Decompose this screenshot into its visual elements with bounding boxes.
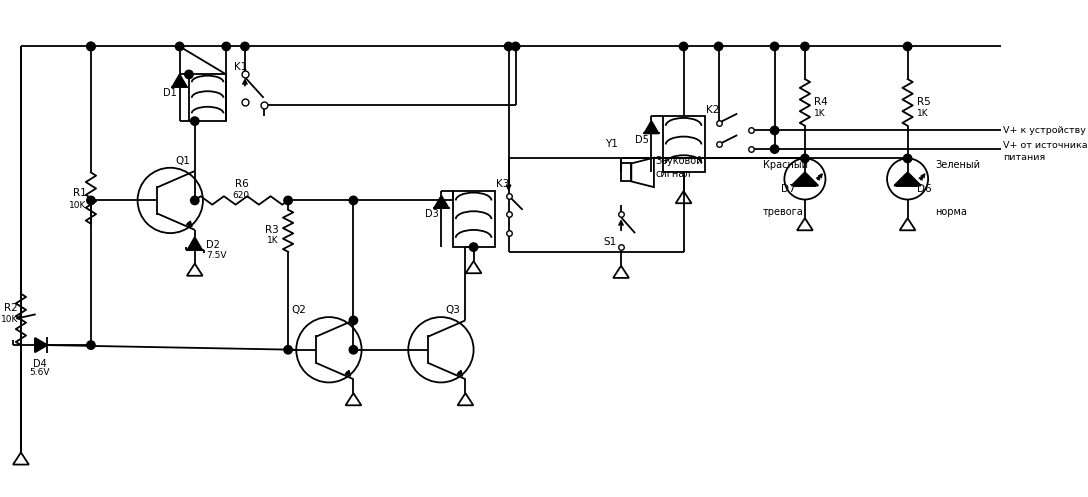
Text: Q2: Q2 [292, 305, 307, 315]
Text: V+ к устройству: V+ к устройству [1003, 126, 1086, 135]
Text: D4: D4 [33, 359, 47, 369]
Text: D6: D6 [917, 183, 931, 194]
Circle shape [715, 42, 722, 51]
Text: Q1: Q1 [175, 156, 189, 166]
Circle shape [190, 196, 199, 205]
Circle shape [87, 42, 95, 51]
Circle shape [87, 341, 95, 349]
Circle shape [679, 42, 688, 51]
Circle shape [284, 345, 293, 354]
Text: 5.6V: 5.6V [29, 368, 50, 377]
Polygon shape [172, 75, 187, 87]
Circle shape [87, 196, 95, 205]
Bar [621, 164, 631, 181]
Text: питания: питания [1003, 153, 1046, 162]
Bar [189, 75, 226, 121]
Polygon shape [792, 172, 818, 186]
Circle shape [175, 42, 184, 51]
Polygon shape [434, 196, 448, 208]
Text: K1: K1 [234, 62, 247, 72]
Text: D2: D2 [206, 240, 220, 250]
Text: норма: норма [936, 207, 967, 217]
Text: 1K: 1K [917, 109, 928, 118]
Text: Красный: Красный [763, 160, 808, 170]
Text: S1: S1 [603, 238, 617, 248]
Text: R1: R1 [73, 188, 86, 198]
Polygon shape [894, 172, 920, 186]
Circle shape [770, 145, 779, 153]
Polygon shape [35, 338, 47, 352]
Circle shape [770, 42, 779, 51]
Circle shape [349, 196, 358, 205]
Bar [663, 116, 705, 172]
Text: D7: D7 [781, 183, 795, 194]
Circle shape [284, 196, 293, 205]
Circle shape [903, 42, 912, 51]
Text: K3: K3 [496, 179, 510, 189]
Text: 1K: 1K [268, 236, 279, 245]
Text: 1K: 1K [814, 109, 826, 118]
Text: R2: R2 [4, 303, 18, 313]
Bar [453, 191, 495, 247]
Circle shape [469, 243, 478, 251]
Circle shape [185, 70, 194, 79]
Text: R3: R3 [265, 225, 279, 235]
Text: 620: 620 [233, 190, 250, 199]
Text: R5: R5 [917, 97, 930, 107]
Circle shape [801, 42, 809, 51]
Text: D1: D1 [163, 88, 176, 98]
Text: R4: R4 [814, 97, 828, 107]
Polygon shape [644, 121, 658, 133]
Circle shape [87, 42, 95, 51]
Text: 10K: 10K [1, 316, 18, 325]
Text: 7.5V: 7.5V [206, 250, 226, 259]
Circle shape [770, 126, 779, 135]
Circle shape [349, 345, 358, 354]
Text: Зеленый: Зеленый [936, 160, 980, 170]
Text: Q3: Q3 [446, 305, 460, 315]
Text: R6: R6 [235, 179, 248, 189]
Circle shape [505, 42, 512, 51]
Text: Y1: Y1 [605, 140, 618, 150]
Circle shape [222, 42, 231, 51]
Circle shape [190, 117, 199, 125]
Polygon shape [187, 237, 202, 249]
Circle shape [349, 316, 358, 325]
Text: тревога: тревога [763, 207, 804, 217]
Circle shape [511, 42, 520, 51]
Text: D3: D3 [424, 209, 438, 220]
Text: сигнал: сигнал [656, 169, 691, 179]
Circle shape [801, 154, 809, 163]
Text: K2: K2 [706, 104, 720, 115]
Text: Звуковой: Звуковой [656, 156, 703, 166]
Text: 10K: 10K [69, 201, 86, 210]
Text: D5: D5 [634, 135, 648, 145]
Circle shape [240, 42, 249, 51]
Text: V+ от источника: V+ от источника [1003, 141, 1087, 150]
Circle shape [903, 154, 912, 163]
